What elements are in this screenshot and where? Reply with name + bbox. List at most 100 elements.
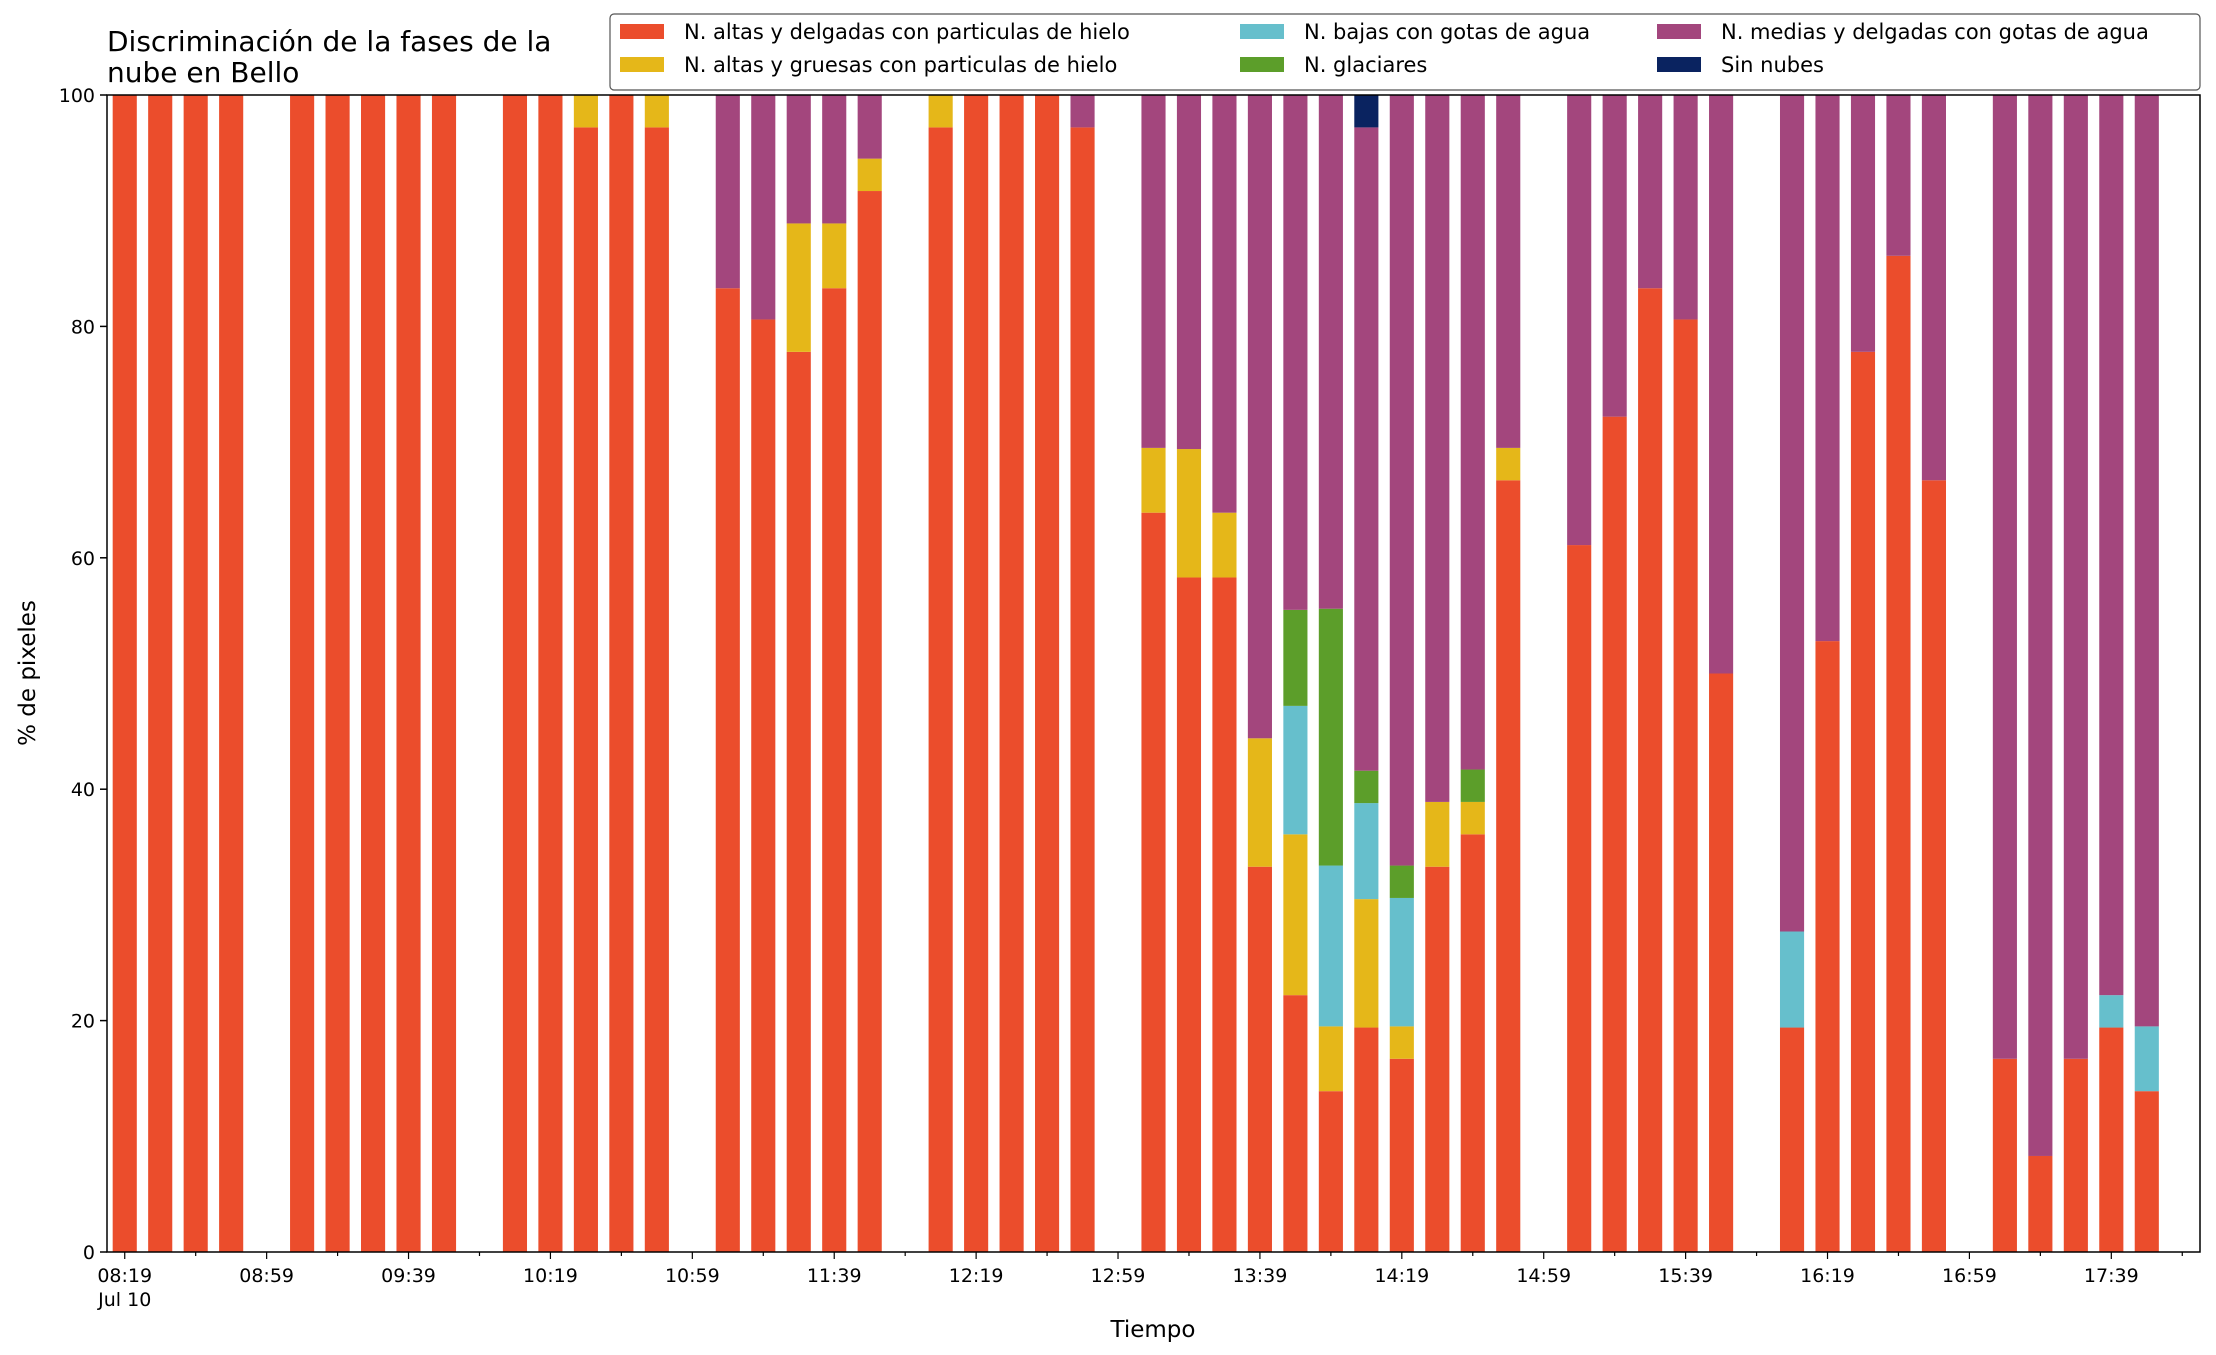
y-tick-label: 80	[71, 316, 95, 338]
bar-segment	[715, 288, 740, 1253]
bar-segment	[1992, 95, 2017, 1059]
legend-label: N. bajas con gotas de agua	[1304, 20, 1590, 44]
bar-segment	[2134, 1026, 2159, 1092]
bar-segment	[1389, 897, 1414, 1027]
bar-segment	[822, 288, 847, 1253]
y-tick-label: 100	[59, 85, 95, 107]
y-tick-label: 0	[83, 1242, 95, 1264]
bar-segment	[1354, 1027, 1379, 1252]
x-tick-label: 10:59	[665, 1265, 720, 1287]
bar-segment	[1673, 95, 1698, 320]
bar-segment	[1460, 834, 1485, 1252]
bar-segment	[1921, 95, 1946, 481]
bar-segment	[1212, 95, 1237, 513]
bar-segment	[1283, 95, 1308, 610]
bar-segment	[1389, 865, 1414, 898]
bar-segment	[1354, 770, 1379, 804]
bar-segment	[1176, 577, 1202, 1252]
bar-segment	[1283, 995, 1308, 1252]
bar-segment	[822, 223, 847, 289]
bar-segment	[1389, 95, 1414, 866]
bar-segment	[1141, 512, 1166, 1252]
legend-swatch	[620, 24, 664, 39]
plot-frame	[106, 94, 2201, 1253]
chart-title-line: nube en Bello	[107, 56, 299, 89]
bar-segment	[644, 127, 669, 1252]
bar-segment	[857, 95, 882, 159]
bar-segment	[1815, 95, 1840, 642]
bar-segment	[1318, 865, 1343, 1027]
bar-segment	[1176, 95, 1202, 450]
bar-segment	[1496, 480, 1521, 1252]
bar-segment	[857, 191, 882, 1252]
bar-segment	[219, 95, 244, 1252]
bar-segment	[857, 158, 882, 192]
bar-segment	[1460, 769, 1485, 802]
bar-segment	[290, 95, 315, 1252]
x-tick-label: 17:39	[2084, 1265, 2139, 1287]
bar-segment	[431, 95, 457, 1252]
bar-segment	[1850, 95, 1876, 352]
y-tick-label: 60	[71, 548, 95, 570]
bar-segment	[2063, 1058, 2088, 1252]
x-tick-label: 13:39	[1233, 1265, 1288, 1287]
bar-segment	[1602, 95, 1627, 417]
bar-segment	[751, 95, 776, 320]
x-tick-label: 10:19	[523, 1265, 578, 1287]
x-tick-label: 12:19	[949, 1265, 1004, 1287]
bar-segment	[1354, 95, 1379, 128]
x-axis-label: Tiempo	[1110, 1317, 1196, 1343]
bar-segment	[786, 95, 811, 224]
bar-segment	[786, 223, 811, 352]
bar-segment	[1247, 866, 1272, 1252]
x-tick-label: 11:39	[807, 1265, 862, 1287]
bar-segment	[1283, 834, 1308, 996]
bar-segment	[751, 319, 776, 1253]
plot-area	[112, 95, 2159, 1253]
bar-segment	[2099, 995, 2124, 1028]
bar-segment	[1425, 95, 1450, 802]
bar-segment	[1425, 801, 1450, 867]
bar-segment	[1709, 95, 1734, 674]
bar-segment	[1638, 95, 1663, 289]
bar-segment	[148, 95, 173, 1252]
x-tick-label: 15:39	[1658, 1265, 1713, 1287]
legend-swatch	[1657, 57, 1701, 72]
bar-segment	[1921, 480, 1946, 1252]
bar-segment	[1779, 1027, 1805, 1252]
bar-segment	[1070, 95, 1095, 128]
legend-label: N. medias y delgadas con gotas de agua	[1721, 20, 2149, 44]
bar-segment	[964, 95, 989, 1252]
bar-segment	[573, 95, 598, 128]
bar-segment	[1567, 95, 1592, 546]
bar-segment	[1496, 95, 1521, 448]
legend-label: N. glaciares	[1304, 53, 1427, 77]
bar-segment	[1247, 95, 1272, 739]
x-tick-label: 16:19	[1800, 1265, 1855, 1287]
legend-frame	[609, 13, 2201, 91]
bar-segment	[2063, 95, 2088, 1059]
bar-segment	[1460, 95, 1485, 770]
bar-segment	[1283, 705, 1308, 835]
bar-segment	[112, 95, 137, 1252]
bar-segment	[1850, 351, 1876, 1253]
bar-segment	[2028, 95, 2053, 1156]
legend: N. altas y delgadas con particulas de hi…	[609, 13, 2201, 91]
bar-segment	[2099, 1027, 2124, 1252]
bar-segment	[1496, 447, 1521, 481]
chart-title-line: Discriminación de la fases de la	[107, 25, 551, 58]
bar-segment	[1212, 577, 1237, 1252]
legend-label: N. altas y gruesas con particulas de hie…	[684, 53, 1117, 77]
bar-segment	[538, 95, 563, 1252]
legend-swatch	[1657, 24, 1701, 39]
bar-segment	[1354, 127, 1379, 771]
bar-segment	[1389, 1058, 1414, 1252]
bar-segment	[1247, 738, 1272, 867]
bar-segment	[1070, 127, 1095, 1252]
y-tick-label: 20	[71, 1011, 95, 1033]
bar-segment	[715, 95, 740, 289]
bar-segment	[1992, 1058, 2017, 1252]
bar-segment	[1354, 899, 1379, 1028]
bar-segment	[928, 95, 953, 128]
